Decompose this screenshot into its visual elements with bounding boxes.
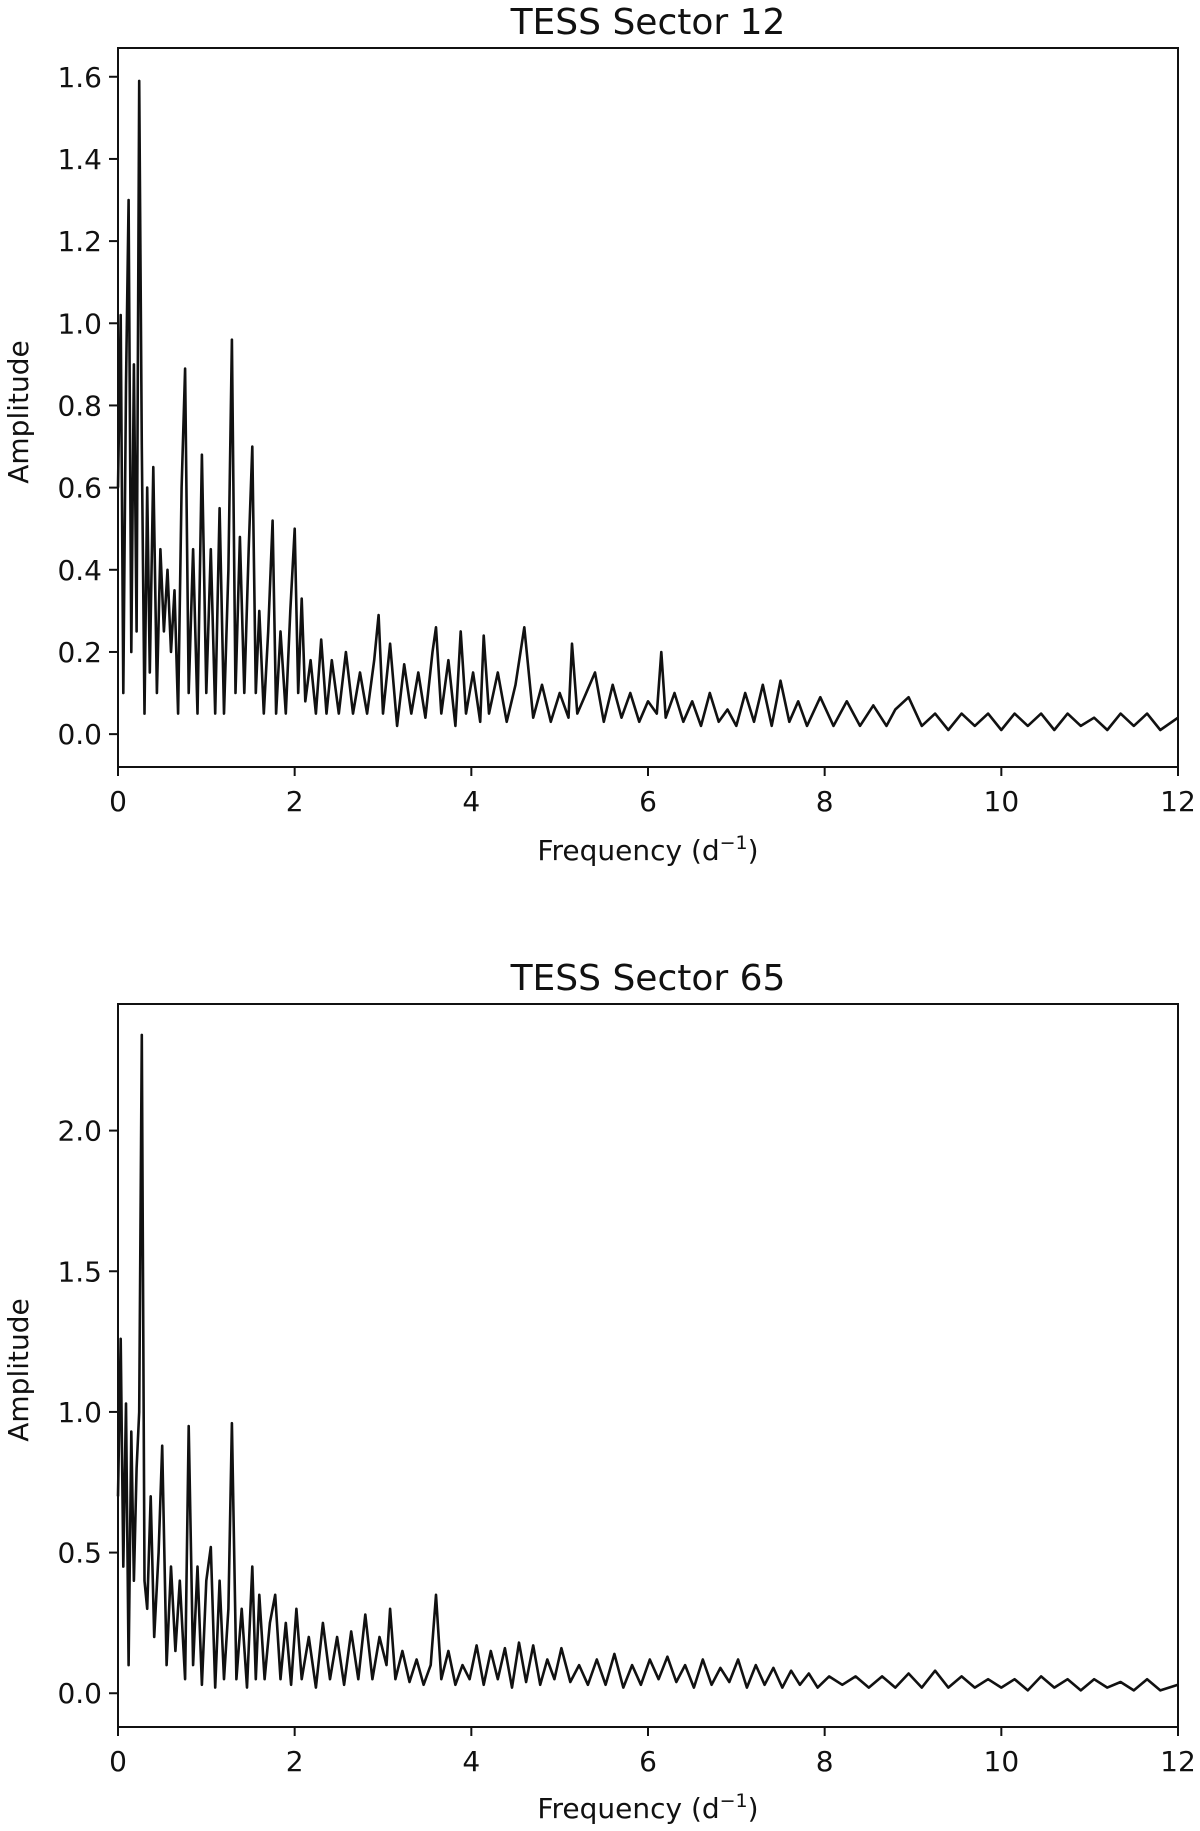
x-axis-label-close: ) <box>748 1792 759 1825</box>
y-tick-label: 1.5 <box>57 1255 102 1288</box>
x-axis-label-exponent: −1 <box>720 1790 748 1812</box>
x-tick-label: 12 <box>1160 1745 1196 1778</box>
x-tick-label: 6 <box>639 785 657 818</box>
x-axis-label-exponent: −1 <box>720 832 748 854</box>
x-tick-label: 10 <box>984 785 1020 818</box>
y-tick-label: 0.8 <box>57 389 102 422</box>
x-tick-label: 2 <box>286 785 304 818</box>
plot-frame <box>117 1003 1179 1728</box>
y-axis-label: Amplitude <box>2 1298 35 1442</box>
x-tick-label: 12 <box>1160 785 1196 818</box>
chart-title: TESS Sector 65 <box>510 958 786 999</box>
y-tick-label: 0.0 <box>57 718 102 751</box>
y-tick-label: 0.0 <box>57 1677 102 1710</box>
chart-panel: TESS Sector 65 Amplitude Frequency (d−1)… <box>2 958 1196 1825</box>
x-tick-label: 4 <box>462 1745 480 1778</box>
y-tick-label: 1.6 <box>57 61 102 94</box>
series-line <box>116 79 1179 732</box>
x-tick-label: 2 <box>286 1745 304 1778</box>
x-tick-label: 8 <box>816 1745 834 1778</box>
plot-area <box>116 1003 1179 1728</box>
y-axis-label: Amplitude <box>2 340 35 484</box>
x-tick-label: 0 <box>109 785 127 818</box>
plot-area <box>116 47 1179 768</box>
tick-group: 0 2 4 6 8 10 12 0.0 0.5 1.0 1.5 2.0 <box>57 1115 1195 1778</box>
plot-frame <box>117 47 1179 768</box>
x-tick-label: 4 <box>462 785 480 818</box>
y-tick-label: 0.4 <box>57 554 102 587</box>
x-axis-label: Frequency (d−1) <box>537 1790 758 1825</box>
y-tick-label: 0.2 <box>57 636 102 669</box>
x-tick-label: 10 <box>984 1745 1020 1778</box>
x-axis-label-text: Frequency (d <box>537 1792 719 1825</box>
x-tick-label: 6 <box>639 1745 657 1778</box>
chart-panel: TESS Sector 12 Amplitude Frequency (d−1)… <box>2 2 1196 867</box>
x-axis-label-text: Frequency (d <box>537 834 719 867</box>
chart-title: TESS Sector 12 <box>510 2 786 43</box>
y-tick-label: 1.0 <box>57 307 102 340</box>
tick-group: 0 2 4 6 8 10 12 0.0 0.2 0.4 0.6 0.8 1.0 1.2 1.4 1.6 <box>57 61 1195 818</box>
y-tick-label: 1.2 <box>57 225 102 258</box>
series-line <box>116 1033 1179 1692</box>
x-tick-label: 0 <box>109 1745 127 1778</box>
y-tick-label: 0.6 <box>57 472 102 505</box>
x-tick-label: 8 <box>816 785 834 818</box>
x-axis-label: Frequency (d−1) <box>537 832 758 867</box>
y-tick-label: 0.5 <box>57 1537 102 1570</box>
y-tick-label: 1.0 <box>57 1396 102 1429</box>
y-tick-label: 1.4 <box>57 143 102 176</box>
x-axis-label-close: ) <box>748 834 759 867</box>
y-tick-label: 2.0 <box>57 1115 102 1148</box>
